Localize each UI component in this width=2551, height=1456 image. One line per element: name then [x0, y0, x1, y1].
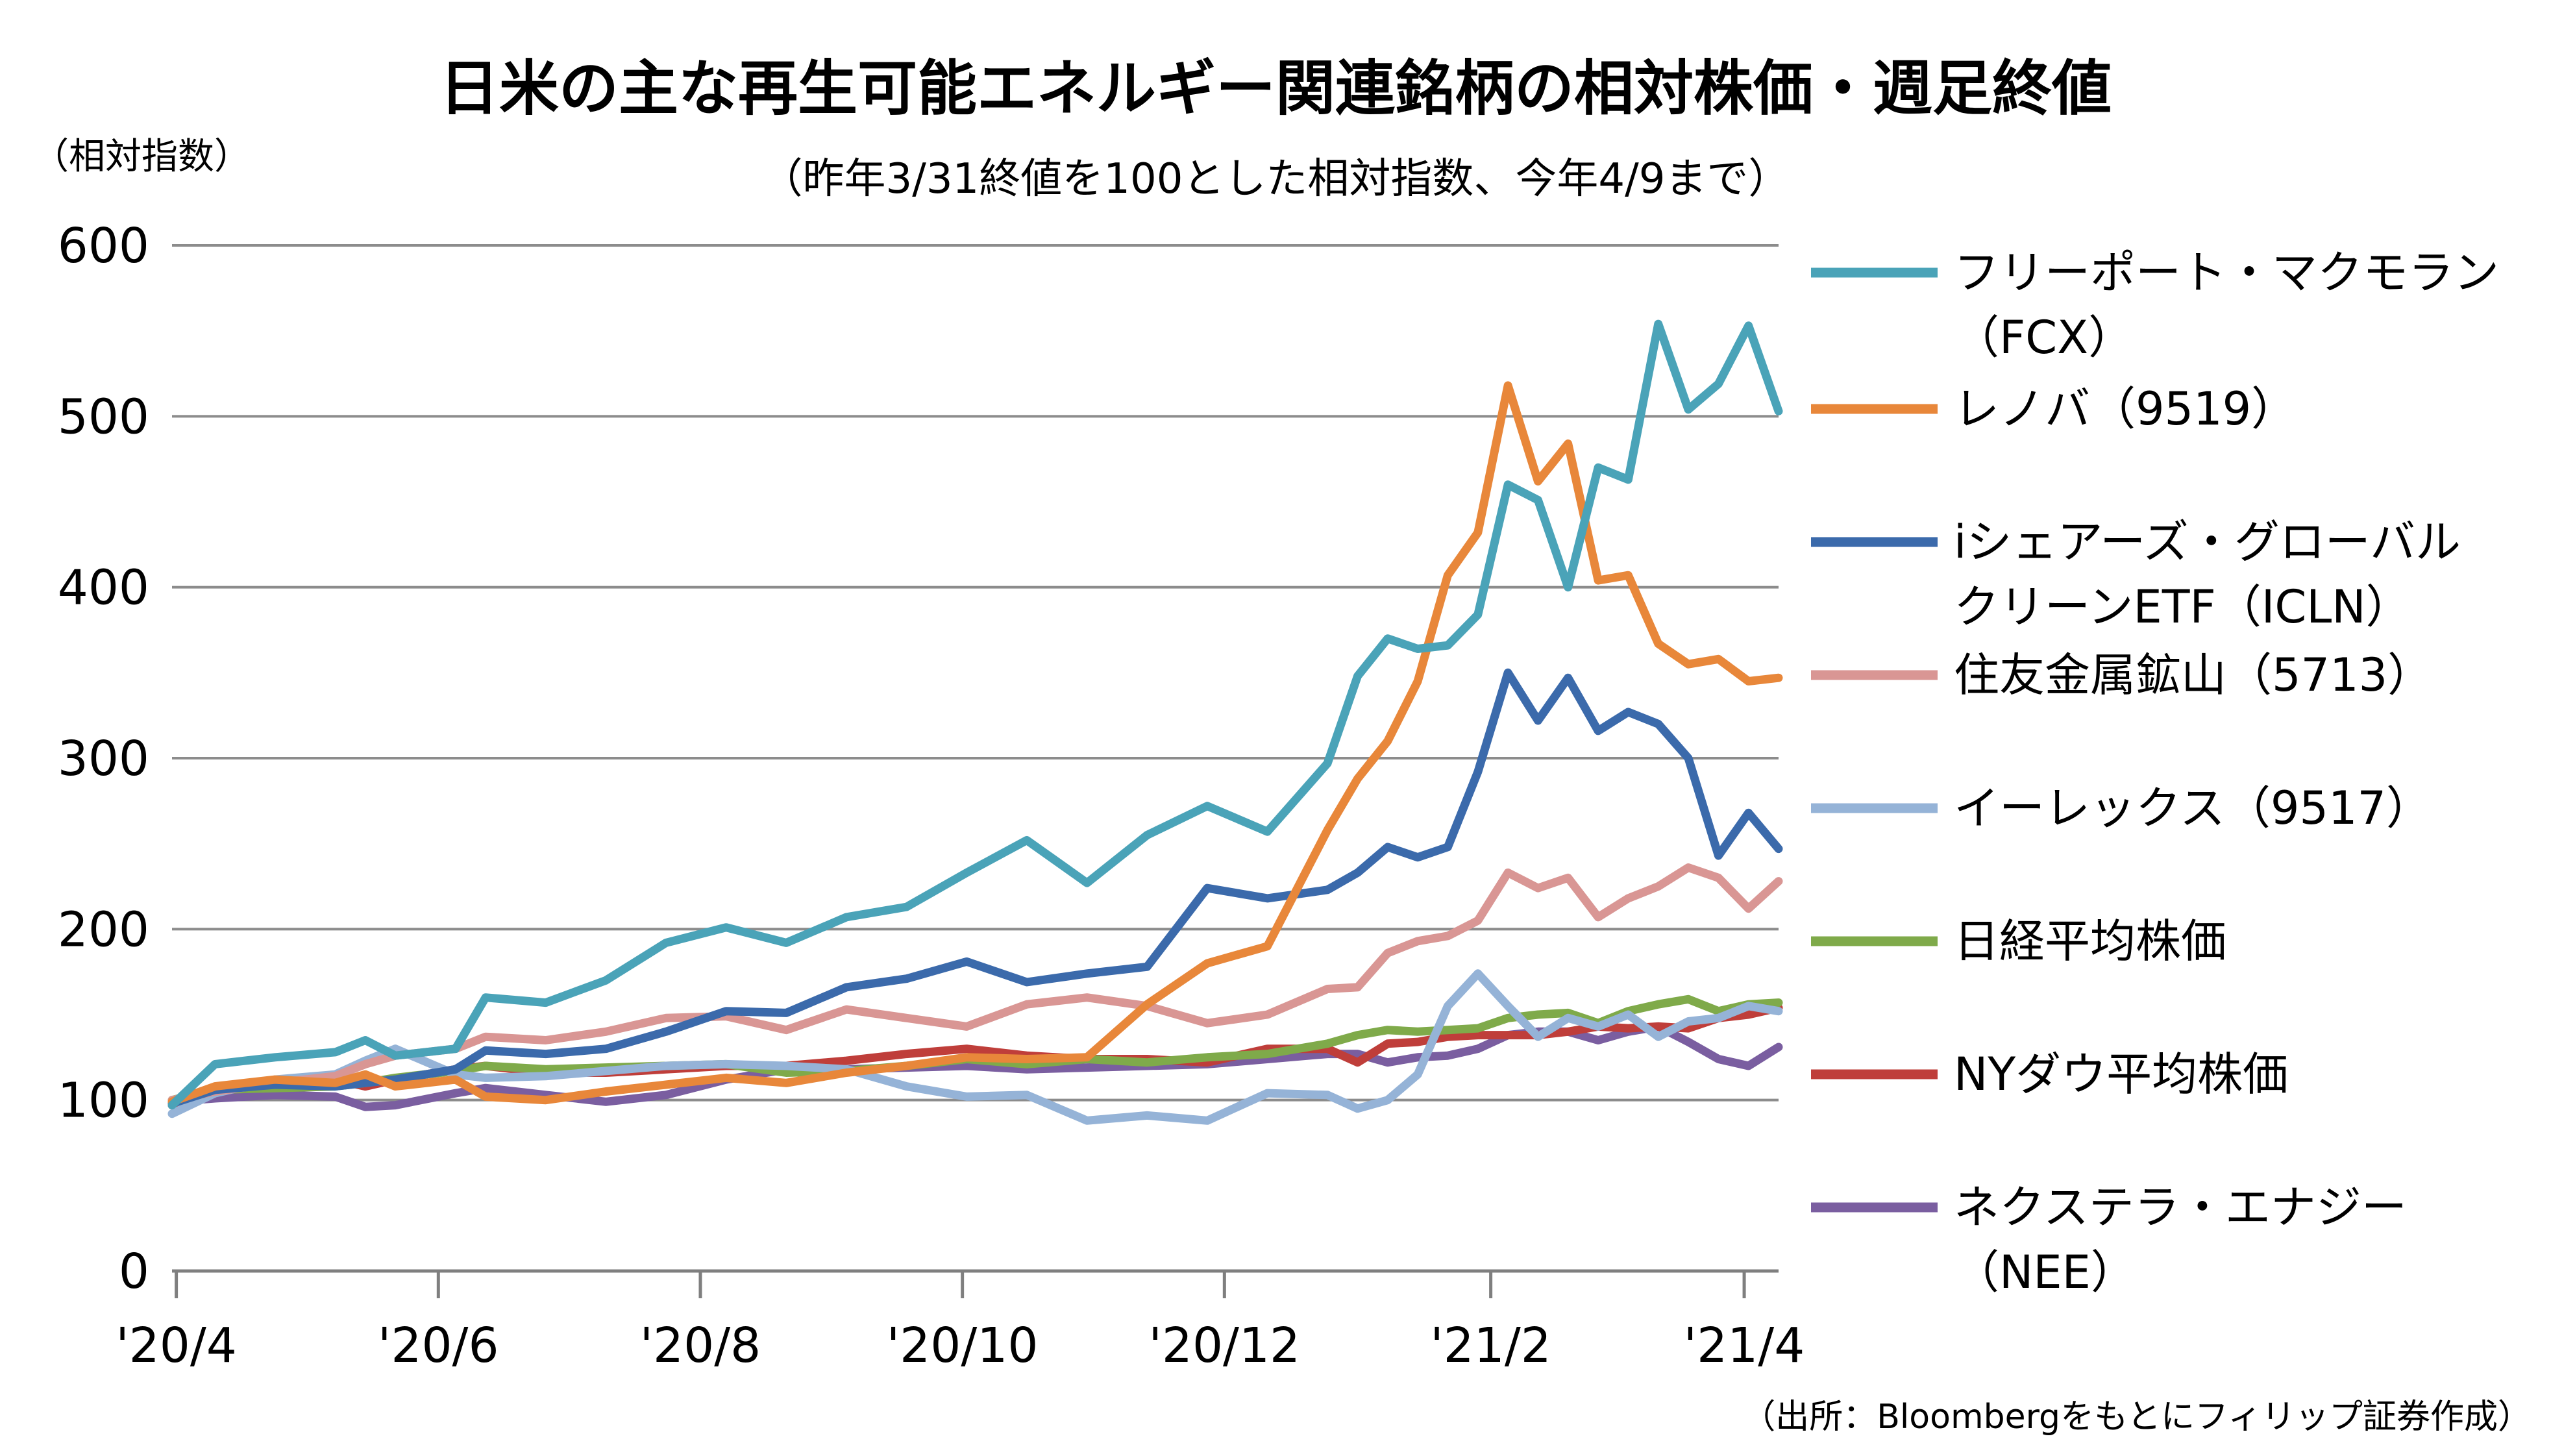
x-axis: '20/4 '20/6 '20/8 '20/10 '20/12 '21/2 '21/4 — [116, 1269, 1805, 1374]
series-line — [167, 381, 1783, 1106]
y-tick-label: 200 — [58, 902, 149, 957]
gridlines — [172, 244, 1779, 1272]
legend-label: イーレックス（9517） — [1954, 782, 2432, 835]
y-tick-labels: 0 100 200 300 400 500 600 — [58, 218, 149, 1300]
x-tick-label: '21/2 — [1430, 1318, 1551, 1374]
series-line — [167, 668, 1783, 1108]
y-tick-label: 400 — [58, 560, 149, 616]
y-tick-label: 100 — [58, 1073, 149, 1129]
x-tick-label: '21/4 — [1684, 1318, 1805, 1374]
x-tick-label: '20/4 — [116, 1318, 237, 1374]
legend-label: ネクステラ・エナジー — [1954, 1181, 2407, 1234]
series-line — [167, 969, 1783, 1125]
legend-label: レノバ（9519） — [1954, 382, 2297, 436]
legend-label: 日経平均株価 — [1954, 915, 2226, 968]
legend-label: 住友金属鉱山（5713） — [1954, 648, 2433, 702]
y-tick-label: 500 — [58, 389, 149, 445]
y-axis-label: （相対指数） — [32, 136, 251, 178]
chart-subtitle: （昨年3/31終値を100とした相対指数、今年4/9まで） — [761, 155, 1790, 203]
y-tick-label: 0 — [119, 1244, 149, 1300]
y-tick-label: 600 — [58, 218, 149, 274]
source-note: （出所：Bloombergをもとにフィリップ証券作成） — [1742, 1398, 2532, 1437]
legend-label: iシェアーズ・グローバル — [1954, 515, 2461, 569]
x-tick-label: '20/8 — [640, 1318, 761, 1374]
legend-label-line2: （FCX） — [1954, 311, 2134, 364]
legend-label: NYダウ平均株価 — [1954, 1048, 2288, 1101]
series-lines — [167, 319, 1783, 1125]
legend-label-line2: クリーンETF（ICLN） — [1954, 580, 2411, 634]
legend-label: フリーポート・マクモラン — [1954, 246, 2499, 299]
y-tick-label: 300 — [58, 731, 149, 787]
series-line — [167, 319, 1783, 1110]
chart-title: 日米の主な再生可能エネルギー関連銘柄の相対株価・週足終値 — [439, 54, 2112, 123]
x-tick-label: '20/12 — [1149, 1318, 1301, 1374]
legend-label-line2: （NEE） — [1954, 1246, 2136, 1299]
x-tick-label: '20/10 — [887, 1318, 1039, 1374]
x-tick-label: '20/6 — [378, 1318, 499, 1374]
legend: フリーポート・マクモラン （FCX） レノバ（9519） iシェアーズ・グローバルクリ… — [1811, 246, 2499, 1299]
